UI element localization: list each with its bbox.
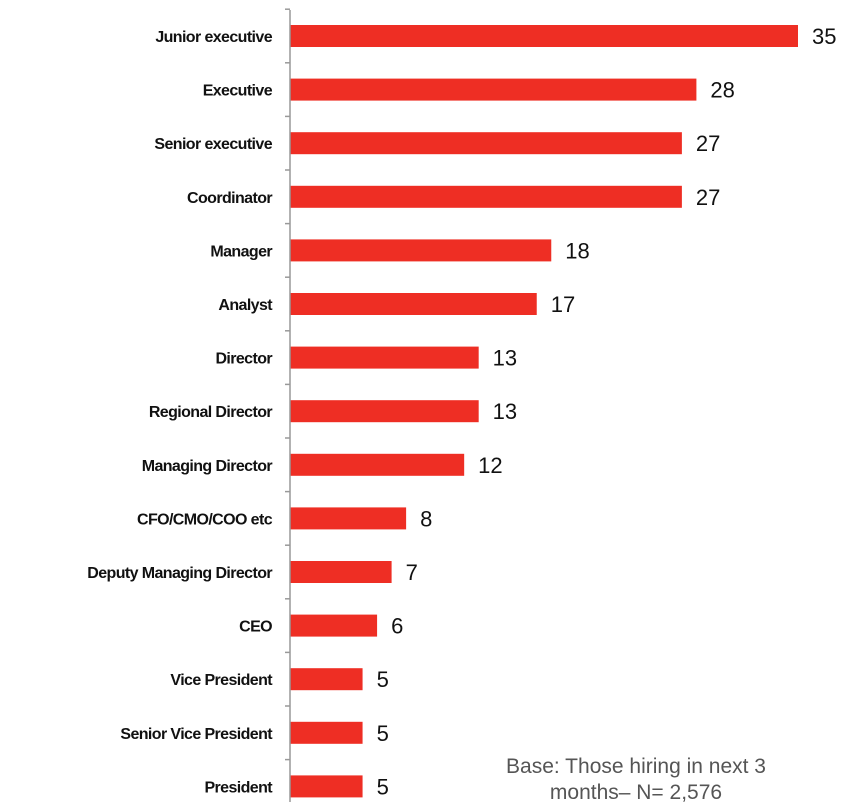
bar-vice-president	[290, 668, 363, 691]
category-label-manager: Manager	[210, 243, 272, 260]
value-label-analyst: 17	[551, 292, 575, 317]
footnote-line-1: Base: Those hiring in next 3	[506, 755, 766, 778]
bar-cfo-cmo-coo-etc	[290, 507, 407, 530]
bar-president	[290, 775, 363, 798]
bars-layer	[290, 25, 798, 798]
bar-analyst	[290, 293, 537, 315]
category-label-coordinator: Coordinator	[187, 190, 272, 207]
bar-manager	[290, 239, 552, 262]
category-label-senior-executive: Senior executive	[154, 136, 272, 153]
category-label-regional-director: Regional Director	[149, 404, 273, 421]
value-label-senior-executive: 27	[696, 131, 720, 156]
value-label-president: 5	[377, 774, 389, 799]
category-label-cfo-cmo-coo-etc: CFO/CMO/COO etc	[137, 511, 273, 528]
value-label-director: 13	[493, 346, 517, 371]
bar-deputy-managing-director	[290, 561, 392, 583]
category-label-junior-executive: Junior executive	[155, 29, 272, 46]
value-label-manager: 18	[565, 238, 589, 263]
category-label-president: President	[204, 779, 273, 796]
category-label-managing-director: Managing Director	[142, 458, 273, 475]
bar-managing-director	[290, 453, 465, 476]
bar-junior-executive	[290, 25, 798, 47]
footnote-line-2: months– N= 2,576	[550, 781, 722, 802]
value-label-ceo: 6	[391, 614, 403, 639]
bar-executive	[290, 78, 697, 101]
value-label-vice-president: 5	[377, 667, 389, 692]
category-label-director: Director	[215, 351, 272, 368]
category-label-deputy-managing-director: Deputy Managing Director	[87, 565, 272, 582]
axis-ticks	[285, 8, 290, 761]
value-label-coordinator: 27	[696, 185, 720, 210]
bar-senior-vice-president	[290, 721, 363, 744]
value-label-senior-vice-president: 5	[377, 721, 389, 746]
bar-senior-executive	[290, 132, 682, 155]
category-label-vice-president: Vice President	[170, 672, 273, 689]
category-label-analyst: Analyst	[218, 297, 273, 314]
bar-regional-director	[290, 400, 479, 423]
value-label-deputy-managing-director: 7	[406, 560, 418, 585]
value-labels: 35 28 27 27 18 17 13 13 12 8 7 6 5 5 5	[377, 24, 837, 799]
value-label-junior-executive: 35	[812, 24, 836, 49]
category-label-executive: Executive	[203, 83, 273, 100]
category-labels: Junior executive Executive Senior executiv…	[87, 29, 274, 796]
bar-coordinator	[290, 185, 682, 208]
category-label-senior-vice-president: Senior Vice President	[120, 726, 273, 743]
value-label-regional-director: 13	[493, 399, 517, 424]
value-label-executive: 28	[710, 78, 734, 103]
value-label-cfo-cmo-coo-etc: 8	[420, 506, 432, 531]
category-label-ceo: CEO	[239, 619, 272, 636]
bar-ceo	[290, 614, 378, 637]
bar-director	[290, 346, 479, 369]
value-label-managing-director: 12	[478, 453, 502, 478]
